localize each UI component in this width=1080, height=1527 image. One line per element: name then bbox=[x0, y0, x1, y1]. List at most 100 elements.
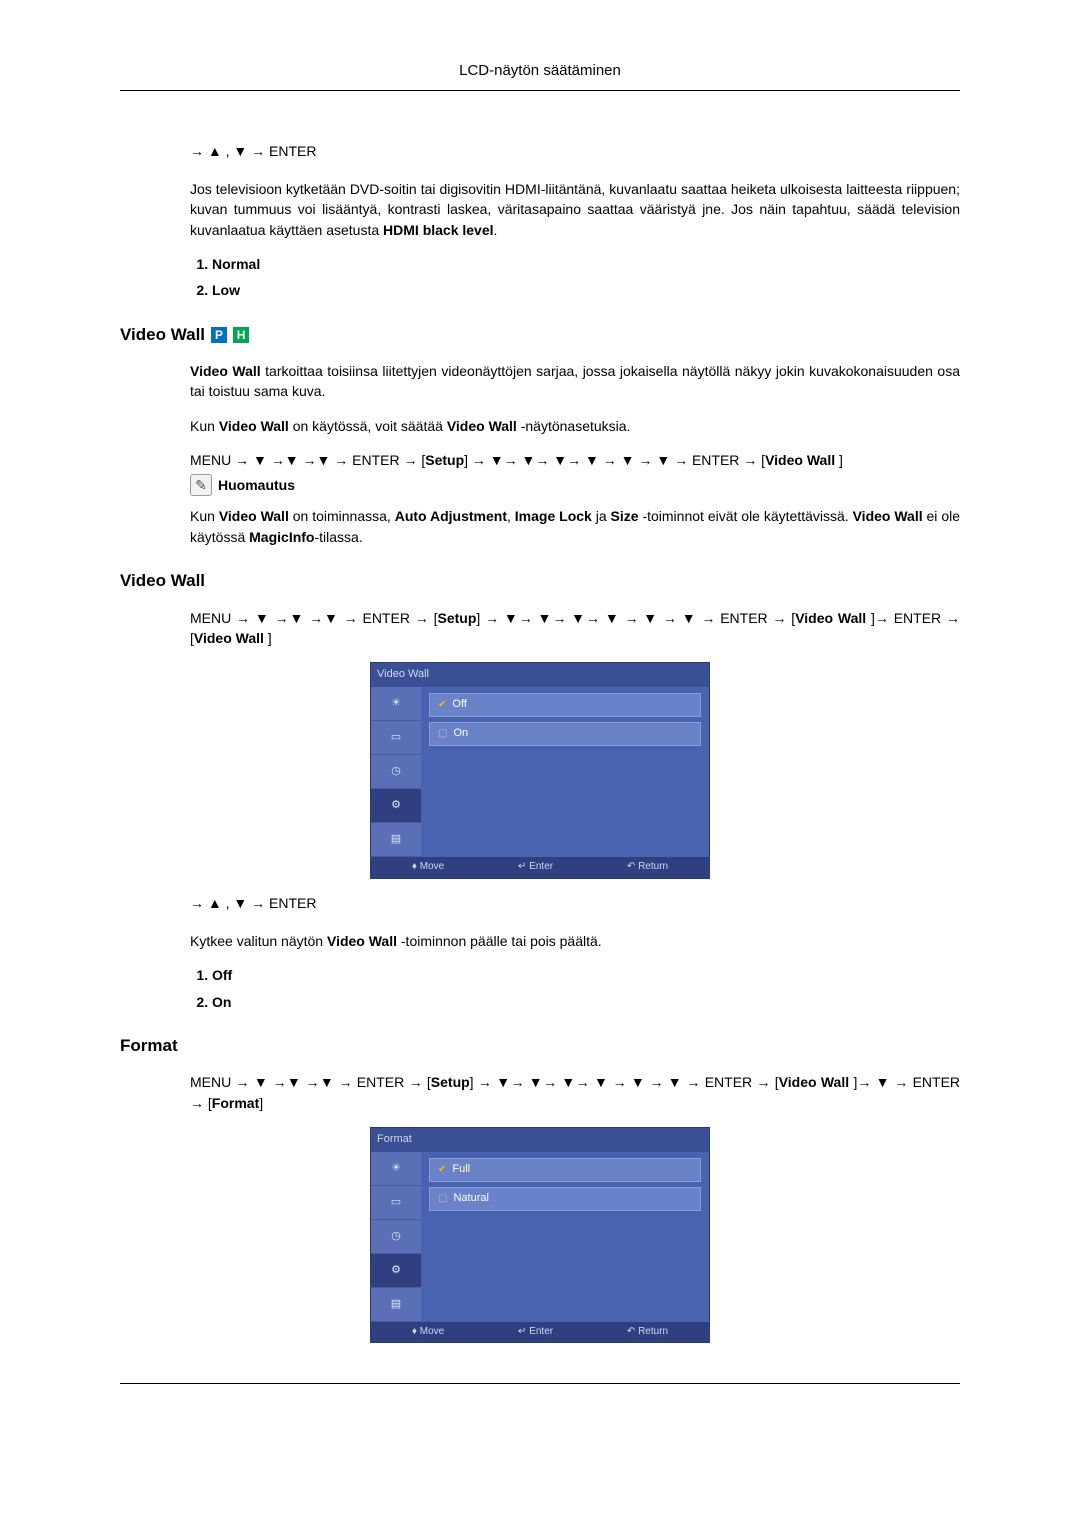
hdmi-paragraph: Jos televisioon kytketään DVD-soitin tai… bbox=[190, 179, 960, 240]
vw-mp-setup: Setup bbox=[437, 610, 476, 626]
check-icon: ✔ bbox=[438, 1163, 446, 1178]
osd-fmt-footer-return: ↶ Return bbox=[627, 1325, 668, 1340]
hdmi-para-pre: Jos televisioon kytketään DVD-soitin tai… bbox=[190, 181, 960, 238]
vw-enum-off: Off bbox=[212, 965, 960, 985]
nt-vw2: Video Wall bbox=[853, 508, 923, 524]
nav-line-1: → ▲ , ▼ → ENTER bbox=[190, 141, 960, 161]
osd-fmt-side-multi-icon[interactable]: ▤ bbox=[371, 1288, 421, 1322]
vw-enum-on: On bbox=[212, 992, 960, 1012]
nt-auto: Auto Adjustment bbox=[395, 508, 507, 524]
osd-opt-full[interactable]: ✔ Full bbox=[429, 1158, 701, 1182]
osd-fmt-main: ✔ Full ▢ Natural bbox=[421, 1152, 709, 1322]
nt-sep2: ja bbox=[592, 508, 611, 524]
vw-mp-b: ] → ▼→ ▼→ ▼→ ▼ → ▼ → ▼ → ENTER → [ bbox=[476, 610, 795, 626]
osd-side-picture-icon[interactable]: ☀ bbox=[371, 687, 421, 721]
osd-format: Format ☀ ▭ ◷ ⚙ ▤ ✔ Full ▢ Natural ♦ Move ↵… bbox=[370, 1127, 710, 1343]
box-icon: ▢ bbox=[438, 727, 447, 742]
footer-rule bbox=[120, 1383, 960, 1384]
heading-format-text: Format bbox=[120, 1034, 178, 1059]
vw-intro-para1-rest: tarkoittaa toisiinsa liitettyjen videonä… bbox=[190, 363, 960, 399]
osd-side-screen-icon[interactable]: ▭ bbox=[371, 721, 421, 755]
osd-vw-footer: ♦ Move ↵ Enter ↶ Return bbox=[371, 857, 709, 878]
nt-e: -tilassa. bbox=[314, 529, 362, 545]
note-icon: ✎ bbox=[190, 474, 212, 496]
osd-fmt-side-picture-icon[interactable]: ☀ bbox=[371, 1152, 421, 1186]
vw-intro-para2: Kun Video Wall on käytössä, voit säätää … bbox=[190, 416, 960, 436]
vw-desc-post: -toiminnon päälle tai pois päältä. bbox=[397, 933, 602, 949]
osd-side-multi-icon[interactable]: ▤ bbox=[371, 823, 421, 857]
osd-opt-natural[interactable]: ▢ Natural bbox=[429, 1187, 701, 1211]
vw-desc-b: Video Wall bbox=[327, 933, 397, 949]
note-label: Huomautus bbox=[218, 475, 295, 495]
vw-mp-vw2: Video Wall bbox=[194, 630, 264, 646]
osd-video-wall: Video Wall ☀ ▭ ◷ ⚙ ▤ ✔Off ▢On ♦ Move ↵ E… bbox=[370, 662, 710, 878]
osd-opt-on[interactable]: ▢ On bbox=[429, 722, 701, 746]
mp-a: MENU → ▼ →▼ →▼ → ENTER → [ bbox=[190, 452, 425, 468]
note-row: ✎ Huomautus bbox=[190, 474, 960, 496]
nt-c: -toiminnot eivät ole käytettävissä. bbox=[639, 508, 853, 524]
osd-opt-on-label: On bbox=[453, 726, 468, 742]
vw-intro-para2-pre: Kun bbox=[190, 418, 219, 434]
nt-mi: MagicInfo bbox=[249, 529, 314, 545]
vw-intro-para2-b1: Video Wall bbox=[219, 418, 289, 434]
badge-p-icon: P bbox=[211, 327, 227, 343]
osd-footer-move: ♦ Move bbox=[412, 860, 444, 875]
vw-enum: Off On bbox=[190, 965, 960, 1012]
osd-fmt-side-timer-icon[interactable]: ◷ bbox=[371, 1220, 421, 1254]
vw-intro-para1-bold: Video Wall bbox=[190, 363, 261, 379]
nt-sep1: , bbox=[507, 508, 515, 524]
osd-side-timer-icon[interactable]: ◷ bbox=[371, 755, 421, 789]
nav-line-2: → ▲ , ▼ → ENTER bbox=[190, 893, 960, 913]
vw-intro-para2-end: -näytönasetuksia. bbox=[517, 418, 631, 434]
fmt-mp-setup: Setup bbox=[431, 1074, 470, 1090]
badge-h-icon: H bbox=[233, 327, 249, 343]
osd-opt-full-label: Full bbox=[452, 1162, 470, 1178]
vw-mp-d: ] bbox=[264, 630, 272, 646]
osd-side-menu: ☀ ▭ ◷ ⚙ ▤ bbox=[371, 687, 421, 857]
vw-desc: Kytkee valitun näytön Video Wall -toimin… bbox=[190, 931, 960, 951]
osd-fmt-side-menu: ☀ ▭ ◷ ⚙ ▤ bbox=[371, 1152, 421, 1322]
osd-footer-enter: ↵ Enter bbox=[518, 860, 553, 875]
fmt-mp-fmt: Format bbox=[212, 1095, 259, 1111]
osd-opt-off[interactable]: ✔Off bbox=[429, 693, 701, 717]
vw-intro-para1: Video Wall tarkoittaa toisiinsa liitetty… bbox=[190, 361, 960, 402]
hdmi-para-bold: HDMI black level bbox=[383, 222, 494, 238]
vw-intro-menupath: MENU → ▼ →▼ →▼ → ENTER → [Setup] → ▼→ ▼→… bbox=[190, 450, 960, 470]
heading-format: Format bbox=[120, 1034, 960, 1059]
osd-opt-natural-label: Natural bbox=[453, 1191, 488, 1207]
fmt-mp-d: ] bbox=[259, 1095, 263, 1111]
nt-size: Size bbox=[611, 508, 639, 524]
osd-opt-off-label: Off bbox=[452, 697, 466, 713]
osd-vw-main: ✔Off ▢ On bbox=[421, 687, 709, 857]
vw-intro-para2-mid: on käytössä, voit säätää bbox=[289, 418, 447, 434]
vw-desc-pre: Kytkee valitun näytön bbox=[190, 933, 327, 949]
nt-a: Kun bbox=[190, 508, 219, 524]
fmt-mp-vw: Video Wall bbox=[779, 1074, 849, 1090]
vw-intro-para2-b2: Video Wall bbox=[447, 418, 517, 434]
mp-vw: Video Wall bbox=[765, 452, 835, 468]
vw-menupath: MENU → ▼ →▼ →▼ → ENTER → [Setup] → ▼→ ▼→… bbox=[190, 608, 960, 649]
hdmi-para-dot: . bbox=[494, 222, 498, 238]
osd-fmt-footer: ♦ Move ↵ Enter ↶ Return bbox=[371, 1322, 709, 1343]
osd-fmt-side-setup-icon[interactable]: ⚙ bbox=[371, 1254, 421, 1288]
nt-vw: Video Wall bbox=[219, 508, 289, 524]
hdmi-options: Normal Low bbox=[190, 254, 960, 301]
hdmi-opt-low: Low bbox=[212, 280, 960, 300]
osd-fmt-side-screen-icon[interactable]: ▭ bbox=[371, 1186, 421, 1220]
osd-fmt-title: Format bbox=[371, 1128, 709, 1152]
osd-fmt-footer-move: ♦ Move bbox=[412, 1325, 444, 1340]
nt-il: Image Lock bbox=[515, 508, 592, 524]
heading-video-wall-intro-text: Video Wall bbox=[120, 323, 205, 348]
fmt-menupath: MENU → ▼ →▼ →▼ → ENTER → [Setup] → ▼→ ▼→… bbox=[190, 1072, 960, 1113]
mp-b: ] → ▼→ ▼→ ▼→ ▼ → ▼ → ▼ → ENTER → [ bbox=[464, 452, 765, 468]
mp-setup: Setup bbox=[425, 452, 464, 468]
osd-fmt-footer-enter: ↵ Enter bbox=[518, 1325, 553, 1340]
vw-intro-note: Kun Video Wall on toiminnassa, Auto Adju… bbox=[190, 506, 960, 547]
nt-b: on toiminnassa, bbox=[289, 508, 395, 524]
fmt-mp-b: ] → ▼→ ▼→ ▼→ ▼ → ▼ → ▼ → ENTER → [ bbox=[470, 1074, 779, 1090]
osd-side-setup-icon[interactable]: ⚙ bbox=[371, 789, 421, 823]
vw-mp-a: MENU → ▼ →▼ →▼ → ENTER → [ bbox=[190, 610, 437, 626]
box-icon: ▢ bbox=[438, 1192, 447, 1207]
page-header: LCD-näytön säätäminen bbox=[120, 60, 960, 91]
mp-c: ] bbox=[835, 452, 843, 468]
